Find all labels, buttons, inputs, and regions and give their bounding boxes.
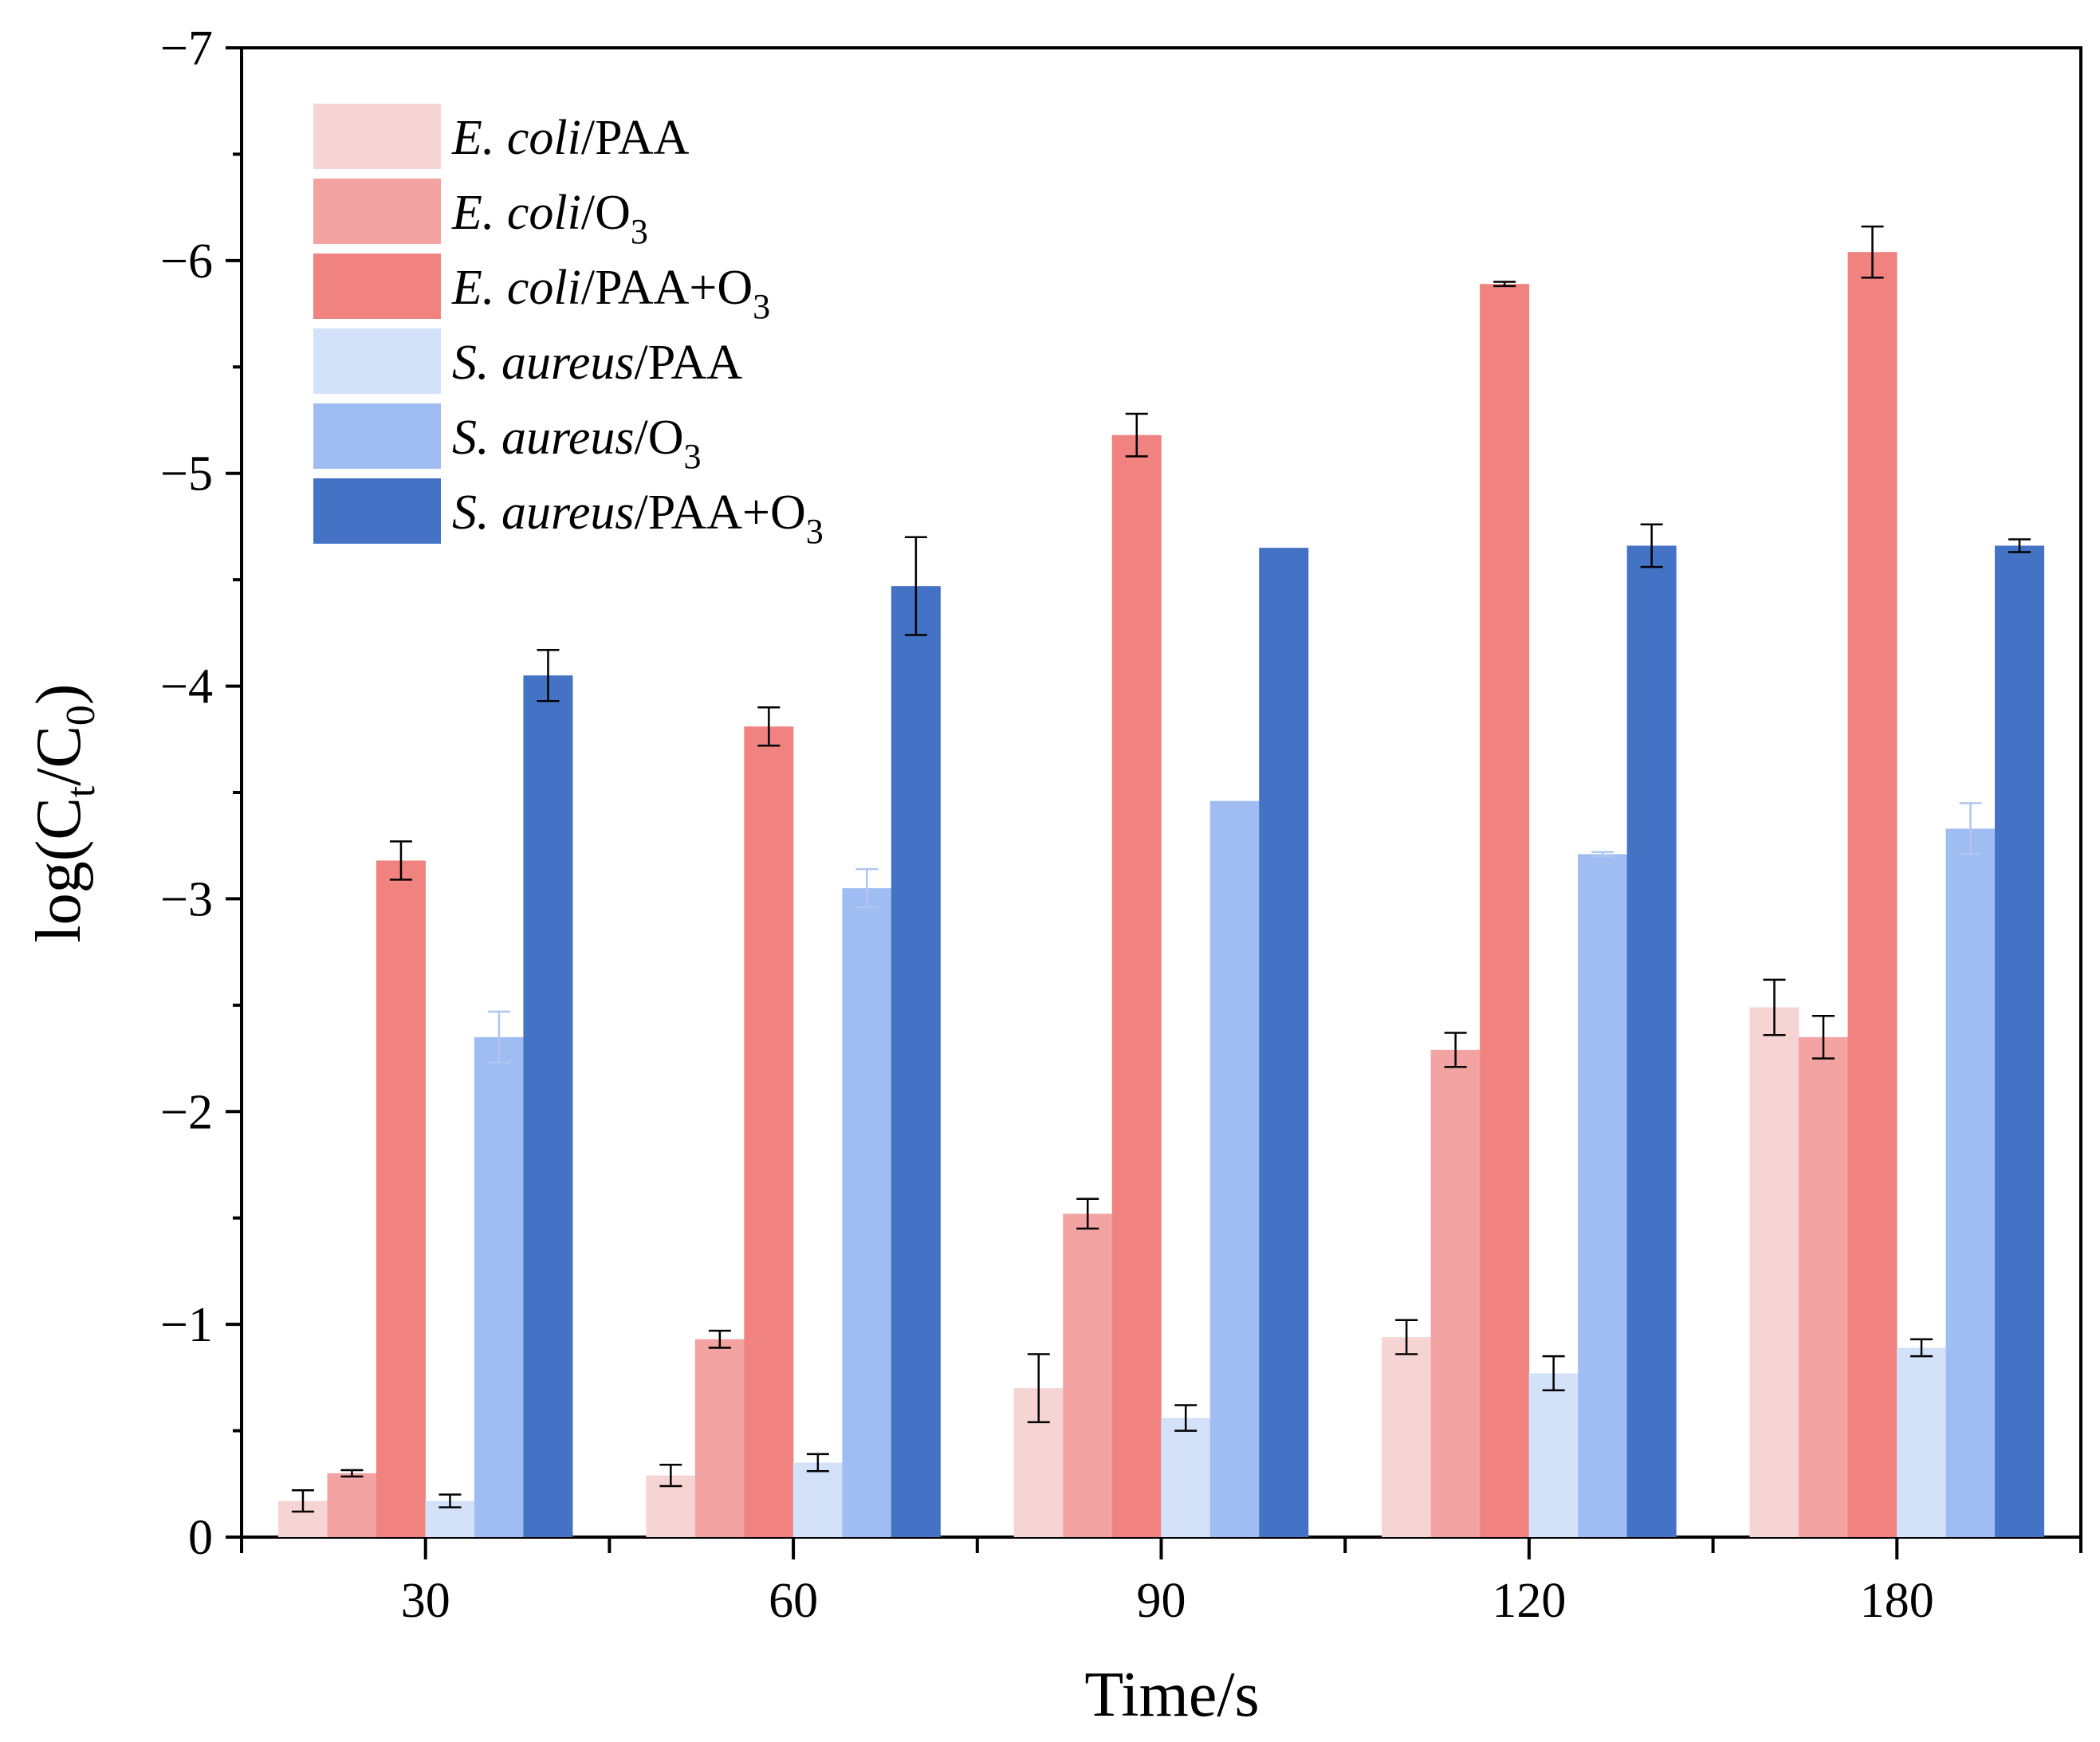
legend-treatment: /PAA <box>634 336 742 390</box>
bar <box>744 726 794 1537</box>
y-axis-title-end: ) <box>24 684 94 706</box>
x-tick-label: 180 <box>1860 1574 1934 1628</box>
bar <box>1847 252 1897 1537</box>
bar <box>891 586 941 1537</box>
y-tick-label: −4 <box>160 660 213 714</box>
bar <box>376 860 426 1537</box>
bar <box>1799 1036 1849 1537</box>
legend-treatment: /O <box>581 186 631 240</box>
error-bars-group <box>291 225 2031 1513</box>
y-axis-title-sub-t: t <box>58 785 104 797</box>
bar <box>327 1473 377 1537</box>
y-axis-title-sub-0: 0 <box>58 705 104 726</box>
axes-group: 0 −1 −2 −3 −4 −5 −6 −7 30 60 90 120 180 <box>160 22 2082 1628</box>
bar <box>792 1462 843 1537</box>
legend-label: E. coli/PAA+O3 <box>451 261 770 326</box>
legend-swatch <box>313 478 441 544</box>
y-tick-label: 0 <box>188 1511 213 1565</box>
legend-subscript: 3 <box>753 287 770 326</box>
y-axis-title: log(Ct/C0) <box>24 684 104 943</box>
x-tick-label: 120 <box>1492 1574 1566 1628</box>
y-tick-label: −2 <box>160 1085 213 1139</box>
legend-label: E. coli/O3 <box>451 186 648 251</box>
legend-swatch <box>313 254 441 319</box>
bar <box>1430 1049 1481 1537</box>
legend-subscript: 3 <box>631 212 648 251</box>
legend-organism: S. aureus <box>452 411 634 465</box>
legend-label: E. coli/PAA <box>451 111 690 165</box>
x-tick-label: 60 <box>769 1574 818 1628</box>
legend-organism: S. aureus <box>452 336 634 390</box>
bar <box>1259 548 1309 1537</box>
bars-group <box>277 252 2045 1538</box>
bar <box>1995 545 2045 1537</box>
bar <box>523 675 573 1538</box>
y-tick-label: −6 <box>160 234 213 289</box>
bar <box>1897 1347 1947 1537</box>
x-axis-title: Time/s <box>1084 1660 1259 1730</box>
legend-organism: E. coli <box>451 261 581 315</box>
legend-treatment: /PAA <box>581 111 690 165</box>
x-tick-label: 90 <box>1137 1574 1186 1628</box>
y-tick-label: −7 <box>160 22 213 76</box>
bar <box>1945 828 1996 1537</box>
bar <box>1111 435 1162 1538</box>
y-axis-title-base: log(C <box>24 797 94 942</box>
bar <box>842 888 892 1537</box>
legend-treatment: /O <box>634 411 683 465</box>
legend-swatch <box>313 104 441 169</box>
legend-label: S. aureus/PAA <box>452 336 742 390</box>
legend-swatch <box>313 328 441 394</box>
legend-organism: S. aureus <box>452 486 634 540</box>
bar <box>1749 1007 1799 1537</box>
bar <box>694 1339 745 1537</box>
legend-organism: E. coli <box>451 186 581 240</box>
legend-treatment: /PAA+O <box>634 486 805 540</box>
bar <box>1626 545 1677 1537</box>
legend-organism: E. coli <box>451 111 581 165</box>
bar <box>1528 1373 1579 1537</box>
bar <box>1209 800 1260 1537</box>
legend-treatment: /PAA+O <box>581 261 753 315</box>
x-tick-label: 30 <box>401 1574 450 1628</box>
bar <box>1382 1337 1432 1537</box>
legend-swatch <box>313 403 441 469</box>
legend-subscript: 3 <box>806 512 824 551</box>
bar <box>1578 854 1628 1537</box>
bar <box>1063 1213 1113 1537</box>
bar <box>474 1036 524 1537</box>
y-tick-label: −3 <box>160 872 213 926</box>
y-tick-label: −5 <box>160 447 213 501</box>
bar <box>1480 284 1530 1537</box>
legend-label: S. aureus/O3 <box>452 411 701 476</box>
y-tick-label: −1 <box>160 1298 213 1352</box>
y-axis-title-mid: /C <box>24 726 94 786</box>
legend-label: S. aureus/PAA+O3 <box>452 486 824 551</box>
bar <box>1161 1418 1211 1537</box>
legend-swatch <box>313 179 441 244</box>
legend-subscript: 3 <box>683 437 701 476</box>
